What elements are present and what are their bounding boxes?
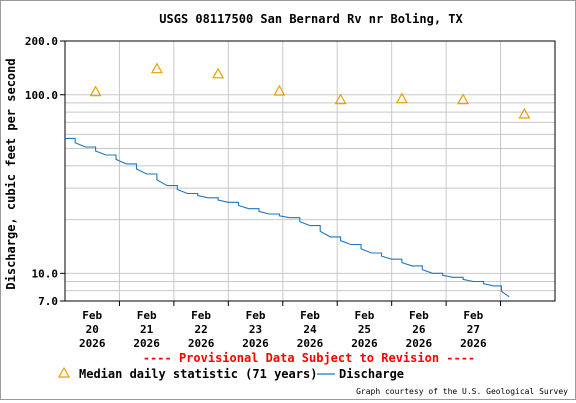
legend-discharge-label: Discharge — [339, 367, 404, 381]
median-point — [334, 93, 347, 105]
chart-title: USGS 08117500 San Bernard Rv nr Boling, … — [159, 12, 463, 26]
x-tick-label-day: 25 — [358, 323, 371, 336]
x-tick-label-month: Feb — [82, 309, 102, 322]
plot-area — [64, 40, 556, 302]
discharge-series — [65, 137, 510, 298]
x-tick-label-month: Feb — [409, 309, 429, 322]
median-point — [89, 85, 102, 97]
y-tick-label: 7.0 — [38, 295, 58, 308]
x-tick-label-year: 2026 — [188, 337, 215, 350]
x-tick-label-year: 2026 — [351, 337, 378, 350]
median-point — [457, 93, 470, 105]
discharge-line — [65, 137, 510, 298]
x-tick-label-day: 26 — [412, 323, 426, 336]
x-tick-label-day: 22 — [194, 323, 207, 336]
y-axis-ticks: 7.0 10.0 100.0 200.0 — [25, 35, 65, 308]
x-tick-label-year: 2026 — [406, 337, 433, 350]
x-tick-label-month: Feb — [300, 309, 320, 322]
median-point — [273, 84, 286, 96]
x-tick-label-month: Feb — [191, 309, 211, 322]
y-tick-label: 200.0 — [25, 35, 58, 48]
y-axis-label: Discharge, cubic feet per second — [4, 58, 18, 289]
grid-lines — [65, 41, 555, 301]
x-tick-label-day: 20 — [86, 323, 99, 336]
credit-text: Graph courtesy of the U.S. Geological Su… — [356, 387, 568, 396]
median-point — [212, 67, 225, 79]
median-series — [89, 62, 531, 119]
legend-median-label: Median daily statistic (71 years) — [79, 367, 317, 381]
x-tick-label-year: 2026 — [460, 337, 487, 350]
x-tick-label-year: 2026 — [79, 337, 106, 350]
median-point — [150, 62, 163, 74]
median-point — [518, 107, 531, 119]
x-tick-label-month: Feb — [246, 309, 266, 322]
x-tick-label-month: Feb — [355, 309, 375, 322]
x-tick-label-day: 21 — [140, 323, 154, 336]
provisional-notice: ---- Provisional Data Subject to Revisio… — [143, 351, 475, 365]
x-tick-label-year: 2026 — [242, 337, 269, 350]
x-tick-label-month: Feb — [137, 309, 157, 322]
x-axis-ticks: Feb202026Feb212026Feb222026Feb232026Feb2… — [79, 301, 502, 350]
x-tick-label-year: 2026 — [297, 337, 324, 350]
y-tick-label: 10.0 — [32, 267, 59, 280]
legend: Median daily statistic (71 years) Discha… — [57, 366, 404, 381]
x-tick-label-day: 23 — [249, 323, 262, 336]
x-tick-label-year: 2026 — [133, 337, 160, 350]
x-tick-label-day: 24 — [303, 323, 317, 336]
median-point — [395, 92, 408, 104]
y-tick-label: 100.0 — [25, 89, 58, 102]
legend-median-marker-icon — [57, 366, 71, 378]
x-tick-label-month: Feb — [463, 309, 483, 322]
x-tick-label-day: 27 — [467, 323, 480, 336]
